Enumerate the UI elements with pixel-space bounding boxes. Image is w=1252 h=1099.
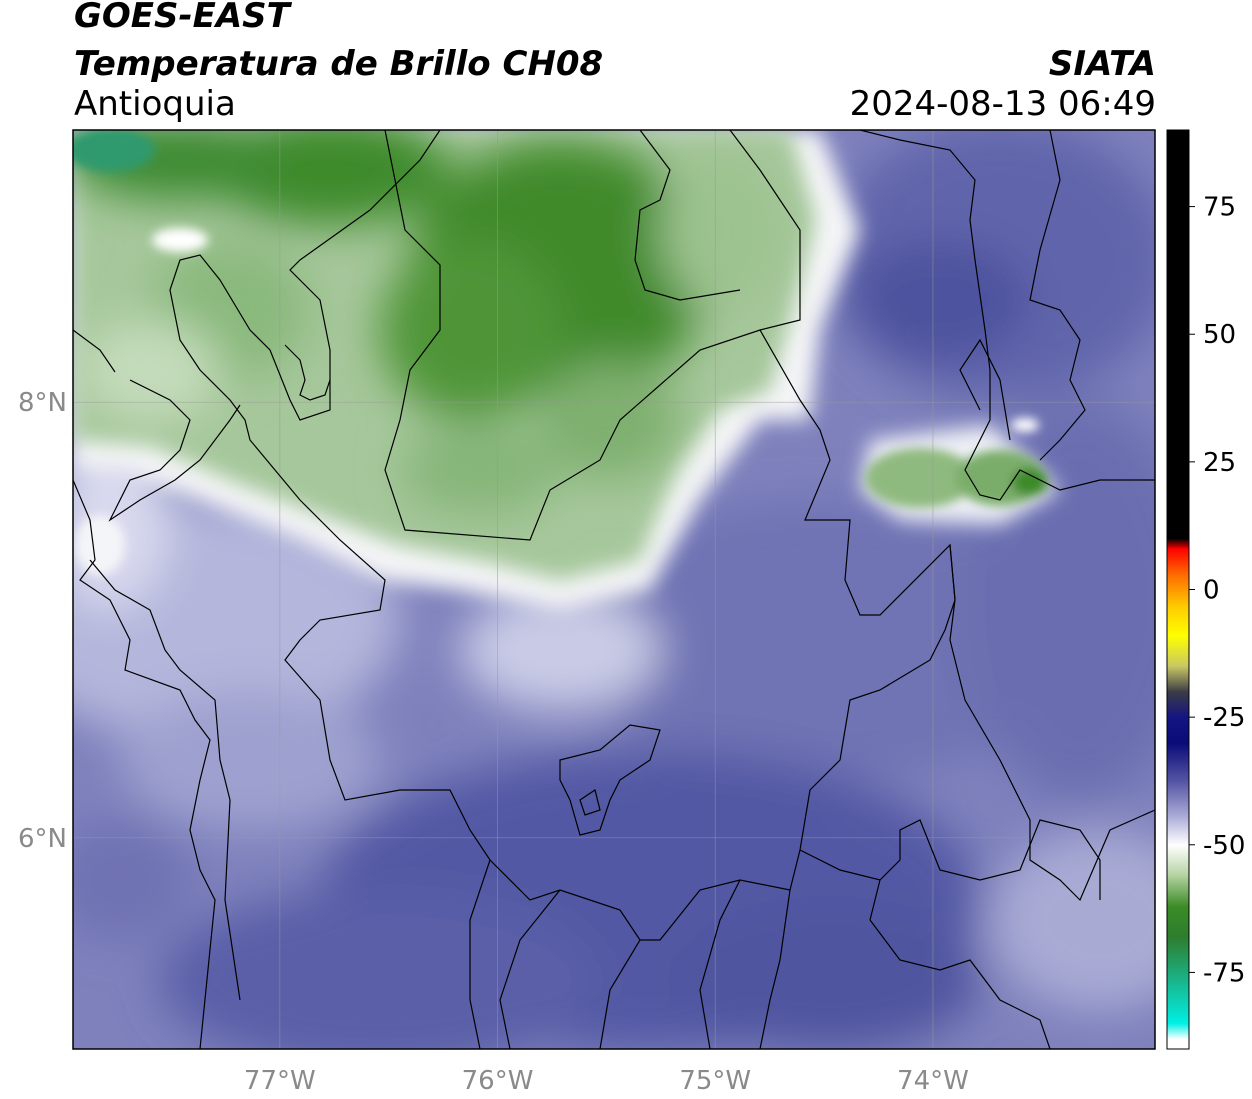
brightness-temperature-field <box>73 130 1155 1049</box>
lat-tick-label: 8°N <box>18 388 67 418</box>
colorbar-segment <box>1167 1038 1189 1050</box>
colorbar-segment <box>1167 844 1189 876</box>
colorbar-segment <box>1167 130 1189 539</box>
colorbar-segment <box>1167 548 1189 575</box>
map-borders <box>73 130 1155 1049</box>
map-frame <box>72 129 1156 1050</box>
colorbar-tick-label: 25 <box>1203 448 1236 478</box>
colorbar-segment <box>1167 972 1189 1024</box>
region-title: Antioquia <box>74 84 236 124</box>
colorbar-segment <box>1167 906 1189 938</box>
colorbar-segment <box>1167 604 1189 636</box>
lon-tick-label: 76°W <box>462 1066 534 1096</box>
colorbar-tick-label: -25 <box>1203 703 1245 733</box>
colorbar-ticks: 75 50 25 0 -25 -50 -75 <box>1189 193 1245 988</box>
colorbar-segment <box>1167 666 1189 693</box>
agency-title: SIATA <box>1048 44 1156 84</box>
colorbar: 75 50 25 0 -25 -50 -75 <box>1166 129 1245 1050</box>
coastline <box>73 329 216 1049</box>
colorbar-fill <box>1167 130 1189 1050</box>
longitude-labels: 77°W 76°W 75°W 74°W <box>244 1066 969 1096</box>
colorbar-segment <box>1167 819 1189 846</box>
colorbar-segment <box>1167 1023 1189 1040</box>
colorbar-segment <box>1167 783 1189 820</box>
colorbar-segment <box>1167 875 1189 907</box>
timestamp: 2024-08-13 06:49 <box>849 84 1156 124</box>
colorbar-tick-label: -50 <box>1203 831 1245 861</box>
colorbar-segment <box>1167 538 1189 550</box>
colorbar-tick-label: 50 <box>1203 320 1236 350</box>
colorbar-tick-label: -75 <box>1203 958 1245 988</box>
colorbar-segment <box>1167 936 1189 973</box>
satellite-title: GOES-EAST <box>74 0 290 36</box>
colorbar-segment <box>1167 635 1189 667</box>
antioquia-border <box>169 130 956 941</box>
colorbar-segment <box>1167 691 1189 718</box>
map-gridlines <box>73 130 1155 1049</box>
lon-tick-label: 75°W <box>679 1066 751 1096</box>
lon-tick-label: 74°W <box>897 1066 969 1096</box>
lon-tick-label: 77°W <box>244 1066 316 1096</box>
colorbar-segment <box>1167 742 1189 785</box>
latitude-labels: 8°N 6°N <box>18 388 67 854</box>
colorbar-tick-label: 0 <box>1203 576 1220 606</box>
colorbar-segment <box>1167 574 1189 606</box>
lat-tick-label: 6°N <box>18 824 67 854</box>
colorbar-segment <box>1167 717 1189 744</box>
colorbar-tick-label: 75 <box>1203 193 1236 223</box>
product-title: Temperatura de Brillo CH08 <box>74 44 604 84</box>
